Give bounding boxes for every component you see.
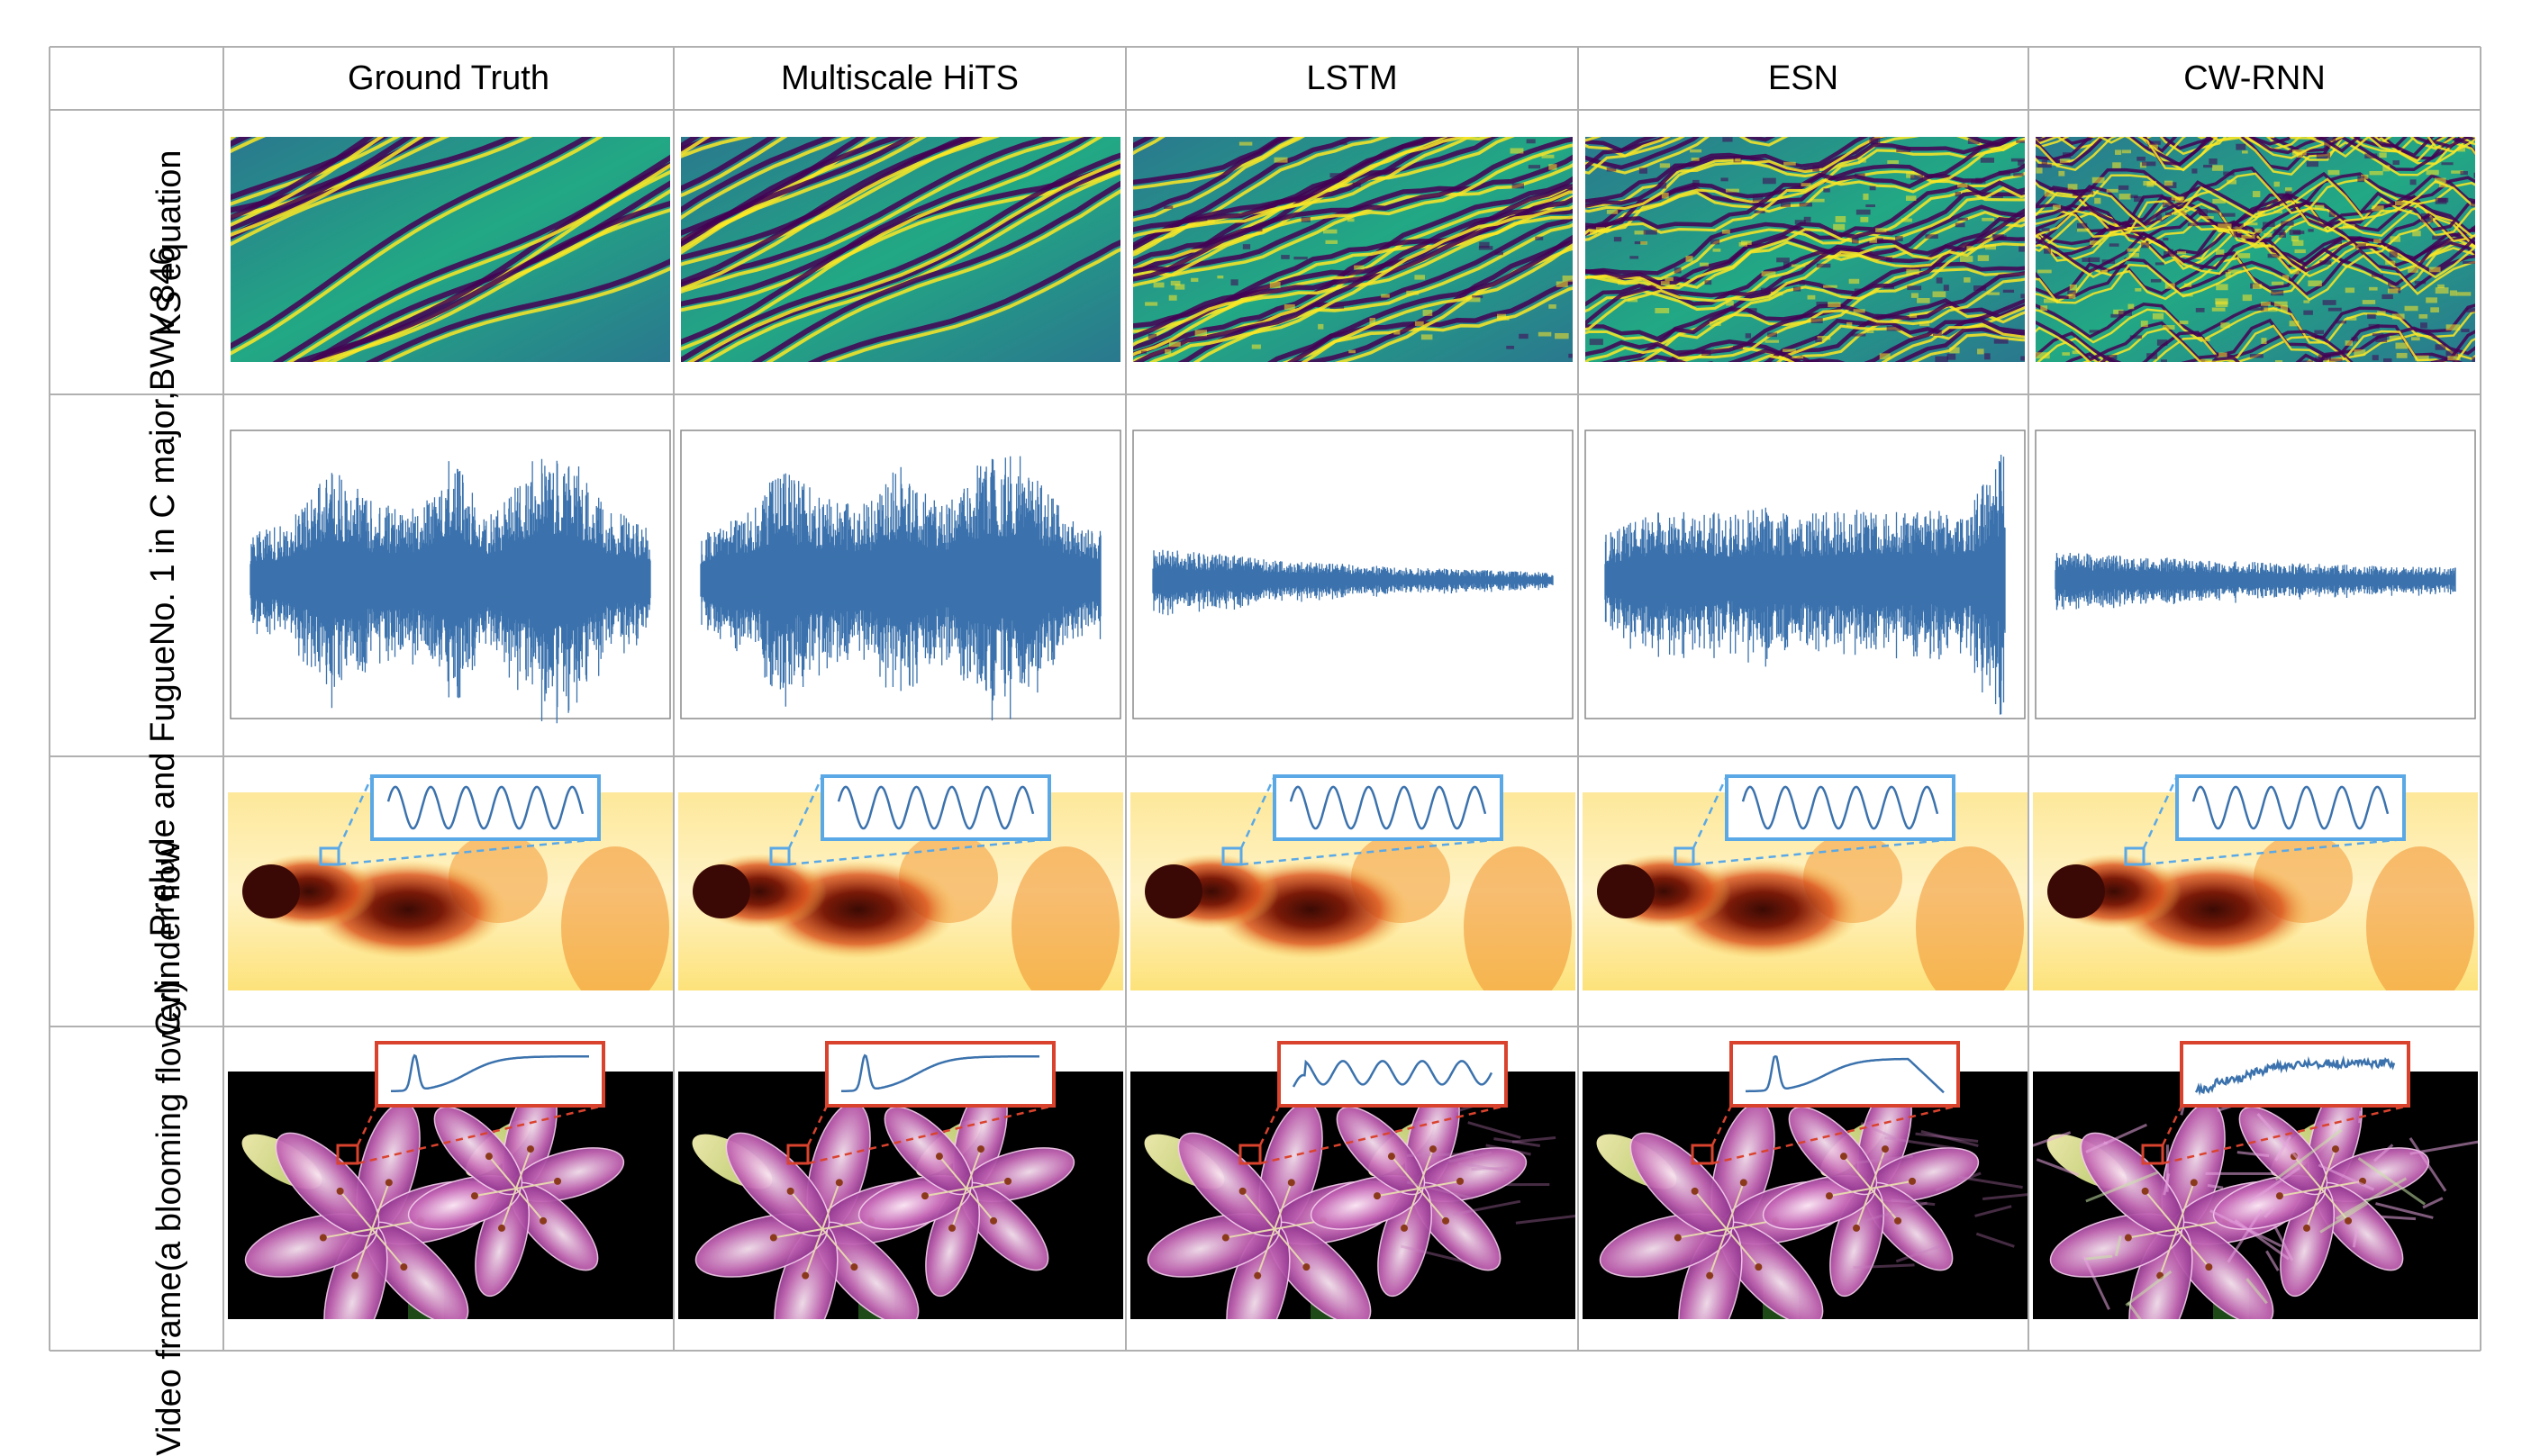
- column-header-ground-truth: Ground Truth: [223, 47, 674, 110]
- column-header-cw-rnn: CW-RNN: [2028, 47, 2481, 110]
- row-label-line: BWV 846: [142, 247, 184, 392]
- column-header-esn: ESN: [1578, 47, 2028, 110]
- pixel-inset: [2182, 1043, 2409, 1106]
- column-header-multiscale-hits: Multiscale HiTS: [674, 47, 1126, 110]
- column-header-lstm: LSTM: [1126, 47, 1578, 110]
- video-frame: [678, 1043, 1123, 1362]
- cylinder-flow-field: [1583, 776, 2028, 1008]
- video-frame: [1583, 1043, 2029, 1362]
- row-label-video-frame: Video frame (a blooming flower): [97, 1061, 241, 1376]
- waveform-plot: [1585, 430, 2025, 719]
- music-row-cells: [231, 430, 2475, 723]
- video-frame: [2009, 1043, 2479, 1362]
- video-frame: [228, 1043, 673, 1362]
- probe-inset: [822, 776, 1049, 839]
- probe-inset: [1727, 776, 1954, 839]
- probe-inset: [2177, 776, 2404, 839]
- row-label-prelude-fugue: Prelude and Fugue No. 1 in C major, BWV …: [73, 411, 253, 772]
- probe-inset: [372, 776, 599, 839]
- cylinder-flow-field: [1130, 776, 1575, 1008]
- video-frame: [1130, 1043, 1587, 1362]
- ks-heatmap: [2018, 91, 2490, 472]
- waveform-plot: [231, 430, 670, 723]
- row-label-line: Video frame: [149, 1271, 190, 1455]
- cylinder-flow-field: [228, 776, 673, 1008]
- cylinder-flow-field: [678, 776, 1123, 1008]
- comparison-figure: [0, 0, 2522, 1396]
- row-label-line: No. 1 in C major,: [142, 391, 184, 646]
- waveform-plot: [1133, 430, 1573, 719]
- probe-inset: [1275, 776, 1501, 839]
- waveform-plot: [681, 430, 1120, 720]
- row-label-line: (a blooming flower): [149, 981, 190, 1271]
- waveform-plot: [2036, 430, 2475, 719]
- cylinder-flow-field: [2033, 776, 2478, 1008]
- cylinder-row-cells: [228, 776, 2478, 1008]
- video-row-cells: [228, 1043, 2479, 1362]
